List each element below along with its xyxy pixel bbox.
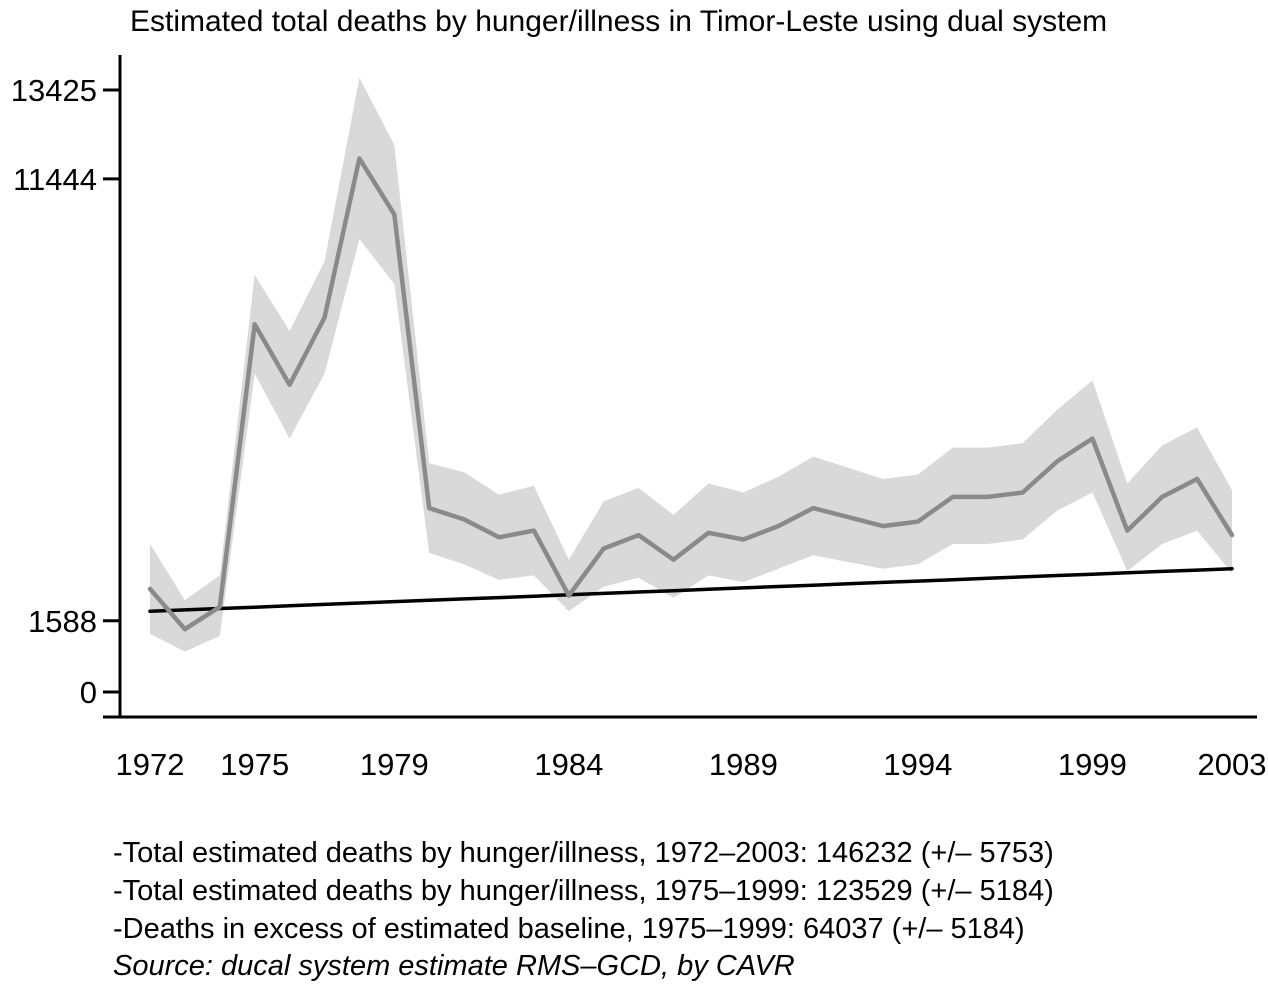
x-tick-label: 1975 xyxy=(220,747,289,782)
chart-title: Estimated total deaths by hunger/illness… xyxy=(130,5,1108,38)
x-tick-label: 1979 xyxy=(360,747,429,782)
y-tick-label: 0 xyxy=(80,675,97,710)
y-tick-label: 13425 xyxy=(11,73,97,108)
y-tick-label: 1588 xyxy=(28,604,97,639)
baseline-line xyxy=(148,566,1234,614)
y-tick-label: 11444 xyxy=(13,162,97,197)
chart-note: -Total estimated deaths by hunger/illnes… xyxy=(113,837,1054,869)
x-tick-label: 2003 xyxy=(1198,747,1267,782)
chart-note: -Total estimated deaths by hunger/illnes… xyxy=(113,875,1054,907)
confidence-band xyxy=(150,77,1232,652)
x-tick-label: 1972 xyxy=(116,747,185,782)
chart-plot: 0 1588 11444 13425 1972 1975 1979 1984 1989 1994 1… xyxy=(11,55,1267,782)
x-tick-label: 1999 xyxy=(1058,747,1127,782)
x-tick-label: 1994 xyxy=(883,747,952,782)
chart-source: Source: ducal system estimate RMS–GCD, b… xyxy=(113,950,795,982)
estimate-line xyxy=(147,156,1235,632)
chart-note: -Deaths in excess of estimated baseline,… xyxy=(113,913,1025,945)
x-tick-label: 1984 xyxy=(534,747,603,782)
chart-notes: -Total estimated deaths by hunger/illnes… xyxy=(113,834,1054,948)
x-tick-label: 1989 xyxy=(709,747,778,782)
